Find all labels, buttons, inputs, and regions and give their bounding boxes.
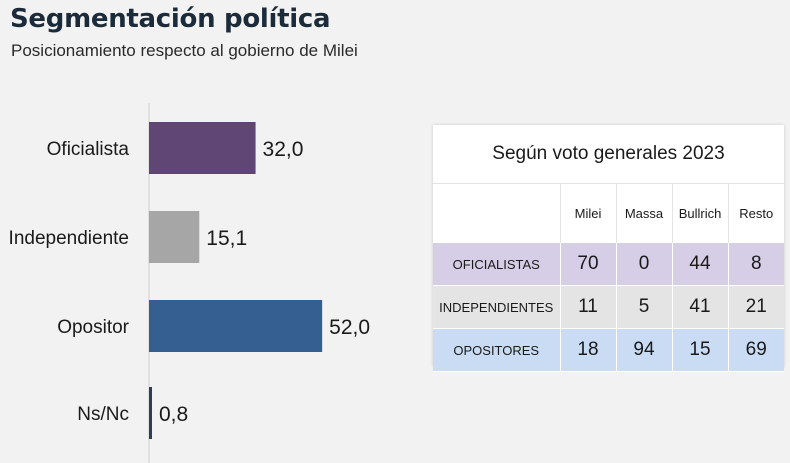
column-header-resto: Resto [739, 206, 774, 221]
table-row-opositores: OPOSITORES 18 94 15 69 [433, 328, 784, 372]
vote-table: Milei Massa Bullrich Resto OFICIALISTAS … [433, 184, 784, 372]
row-label: OFICIALISTAS [433, 243, 561, 286]
category-label-independiente: Independiente [9, 228, 129, 249]
table-row-independientes: INDEPENDIENTES 11 5 41 21 [433, 285, 784, 329]
table-header-row: Milei Massa Bullrich Resto [433, 184, 784, 243]
value-label-oficialista: 32,0 [263, 138, 304, 161]
bar-opositor [149, 300, 323, 352]
value-label-ns-nc: 0,8 [159, 403, 188, 426]
bar-independiente [149, 211, 200, 263]
cell-massa: 0 [616, 243, 673, 286]
cell-bullrich: 15 [672, 328, 729, 372]
cell-massa: 5 [616, 285, 673, 329]
value-label-opositor: 52,0 [329, 316, 370, 339]
category-label-opositor: Opositor [57, 317, 129, 338]
cell-milei: 11 [560, 285, 617, 329]
cell-massa: 94 [616, 328, 673, 372]
column-header-empty [433, 184, 561, 243]
cell-bullrich: 44 [672, 243, 729, 286]
cell-resto: 8 [728, 243, 784, 286]
column-header-massa: Massa [616, 184, 673, 243]
cell-resto: 21 [728, 285, 784, 329]
table-row-oficialistas: OFICIALISTAS 70 0 44 8 [433, 243, 784, 286]
table-title: Según voto generales 2023 [433, 125, 784, 184]
chart-subtitle: Posicionamiento respecto al gobierno de … [11, 41, 358, 60]
cell-milei: 70 [560, 243, 617, 286]
bar-chart: Oficialista 32,0 Independiente 15,1 Opositor… [9, 103, 370, 463]
cell-milei: 18 [560, 328, 617, 372]
column-header-milei: Milei [560, 184, 617, 243]
bar-oficialista [149, 122, 256, 174]
cell-resto: 69 [728, 328, 784, 372]
bar-ns-nc [149, 387, 152, 439]
vote-table-panel: Según voto generales 2023 Milei Massa Bu… [433, 125, 784, 372]
value-label-independiente: 15,1 [206, 227, 247, 250]
category-label-ns-nc: Ns/Nc [77, 404, 129, 425]
cell-bullrich: 41 [672, 285, 729, 329]
chart-title: Segmentación política [10, 4, 331, 34]
category-label-oficialista: Oficialista [47, 139, 130, 160]
row-label: INDEPENDIENTES [433, 285, 561, 329]
row-label: OPOSITORES [433, 328, 561, 372]
column-header-bullrich: Bullrich [672, 184, 729, 243]
